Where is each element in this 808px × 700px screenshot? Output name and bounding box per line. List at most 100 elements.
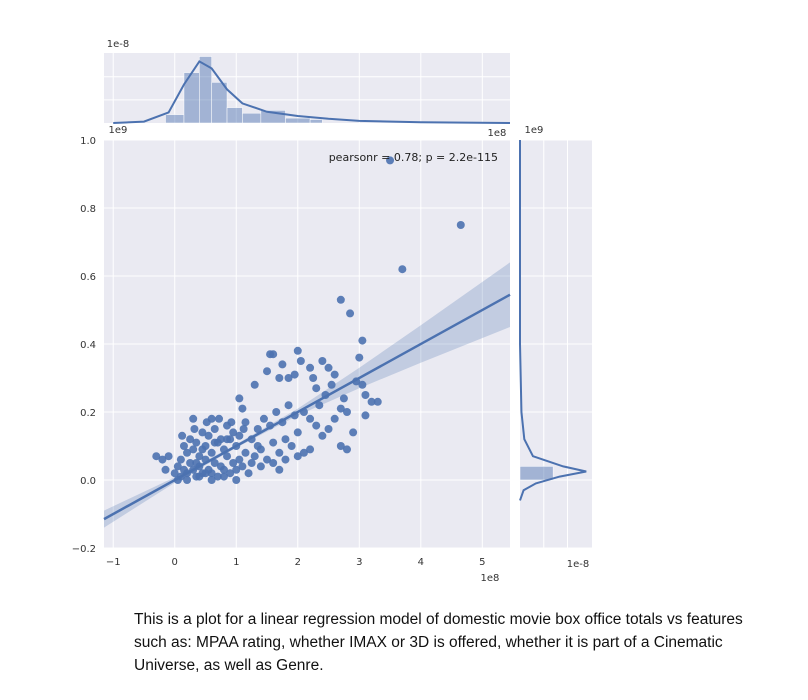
scatter-point — [278, 360, 287, 369]
y-tick-label: 0.6 — [80, 272, 96, 283]
scatter-point — [275, 374, 284, 382]
top-histogram-bar — [211, 82, 228, 124]
scatter-point — [327, 380, 336, 389]
scatter-point — [299, 448, 308, 457]
scatter-point — [386, 156, 395, 165]
scatter-point — [226, 469, 235, 478]
x-tick-label: 5 — [479, 557, 485, 568]
scatter-point — [241, 418, 250, 427]
scatter-point — [259, 414, 268, 423]
scatter-point — [176, 455, 185, 464]
scatter-point — [215, 414, 224, 423]
x-tick-label: −1 — [106, 557, 121, 568]
scatter-point — [232, 465, 241, 474]
scatter-point — [263, 455, 272, 464]
scatter-point — [232, 476, 241, 484]
scatter-point — [306, 363, 315, 372]
scatter-point — [247, 459, 256, 467]
scatter-point — [238, 404, 247, 413]
scatter-point — [293, 346, 302, 355]
scatter-point — [324, 363, 333, 372]
scatter-point — [210, 425, 219, 433]
y-tick-label: 1.0 — [80, 136, 96, 147]
scatter-point — [346, 309, 355, 318]
scatter-point — [178, 431, 187, 440]
scatter-point — [183, 448, 192, 457]
scatter-point — [189, 445, 198, 454]
scatter-point — [275, 448, 284, 457]
scatter-point — [290, 370, 299, 379]
top-kde-curve — [113, 60, 511, 124]
scatter-point — [318, 431, 327, 440]
top-marginal-right-offset-label: 1e8 — [488, 128, 507, 139]
scatter-point — [207, 469, 216, 478]
right-histogram-bar — [519, 466, 554, 481]
scatter-point — [456, 221, 465, 229]
scatter-point — [210, 438, 219, 447]
scatter-point — [192, 438, 201, 447]
scatter-point — [170, 469, 179, 478]
scatter-point — [207, 476, 216, 484]
scatter-point — [293, 452, 302, 461]
scatter-point — [367, 397, 376, 406]
scatter-point — [306, 414, 315, 423]
scatter-point — [219, 465, 228, 474]
scatter-point — [223, 452, 232, 461]
y-tick-label: 0.8 — [80, 204, 96, 215]
joint-regression-plot: −1 0 1 2 3 4 5 −0.2 0.0 0.2 0.4 0.6 0.8 1.0 pearsonr =… — [72, 39, 592, 584]
scatter-point — [241, 448, 250, 457]
scatter-point — [213, 472, 222, 481]
scatter-point — [330, 414, 339, 423]
scatter-point — [281, 435, 290, 444]
scatter-point — [223, 435, 232, 444]
top-histogram-bar — [309, 119, 323, 124]
scatter-point — [229, 459, 238, 467]
scatter-point — [361, 411, 370, 420]
scatter-point — [198, 445, 207, 454]
scatter-point — [198, 428, 207, 437]
scatter-point — [186, 435, 195, 444]
scatter-point — [318, 357, 327, 365]
x-offset-label: 1e8 — [481, 573, 500, 584]
scatter-point — [336, 404, 345, 413]
scatter-point — [207, 448, 216, 457]
scatter-point — [250, 452, 259, 461]
scatter-point — [296, 357, 305, 365]
x-tick-label: 1 — [233, 557, 239, 568]
scatter-point — [229, 428, 238, 437]
regression-line — [103, 293, 511, 521]
scatter-point — [189, 414, 198, 423]
scatter-point — [309, 374, 318, 382]
scatter-point — [284, 374, 293, 382]
x-tick-label: 0 — [172, 557, 178, 568]
figure-caption: This is a plot for a linear regression m… — [134, 611, 743, 674]
scatter-point — [253, 425, 262, 433]
scatter-point — [253, 442, 262, 450]
scatter-point — [287, 442, 296, 450]
scatter-point — [219, 472, 228, 481]
top-histogram-bar — [165, 114, 185, 124]
scatter-point — [195, 452, 204, 461]
scatter-point — [312, 384, 321, 393]
top-histogram-bar — [242, 112, 262, 124]
scatter-point — [235, 394, 244, 403]
scatter-point — [284, 401, 293, 410]
right-kde-curve — [519, 140, 587, 501]
scatter-point — [190, 425, 199, 433]
right-marginal-offset-label: 1e-8 — [567, 559, 590, 570]
scatter-point — [183, 476, 192, 484]
scatter-point — [244, 469, 253, 478]
scatter-point — [361, 391, 370, 399]
y-tick-label: 0.2 — [80, 408, 96, 419]
scatter-point — [210, 459, 219, 467]
scatter-point — [235, 455, 244, 464]
scatter-point — [373, 397, 382, 406]
y-tick-label: 0.0 — [80, 476, 96, 487]
scatter-point — [238, 462, 247, 471]
scatter-point — [355, 353, 364, 362]
scatter-point — [161, 465, 170, 474]
scatter-point — [216, 435, 225, 444]
scatter-point — [306, 445, 315, 454]
scatter-point — [281, 455, 290, 464]
top-marginal-background — [104, 53, 510, 123]
